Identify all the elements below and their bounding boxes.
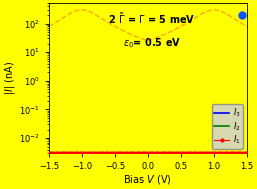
Y-axis label: |$I$| (nA): |$I$| (nA) bbox=[4, 61, 17, 95]
Legend: $I_3$, $I_2$, $I_1$: $I_3$, $I_2$, $I_1$ bbox=[212, 104, 243, 149]
Text: 2 $\tilde{\Gamma}$ = $\Gamma$ = 5 meV: 2 $\tilde{\Gamma}$ = $\Gamma$ = 5 meV bbox=[108, 11, 196, 26]
Text: $\varepsilon_0$= 0.5 eV: $\varepsilon_0$= 0.5 eV bbox=[123, 36, 181, 50]
X-axis label: Bias $V$ (V): Bias $V$ (V) bbox=[123, 173, 172, 186]
